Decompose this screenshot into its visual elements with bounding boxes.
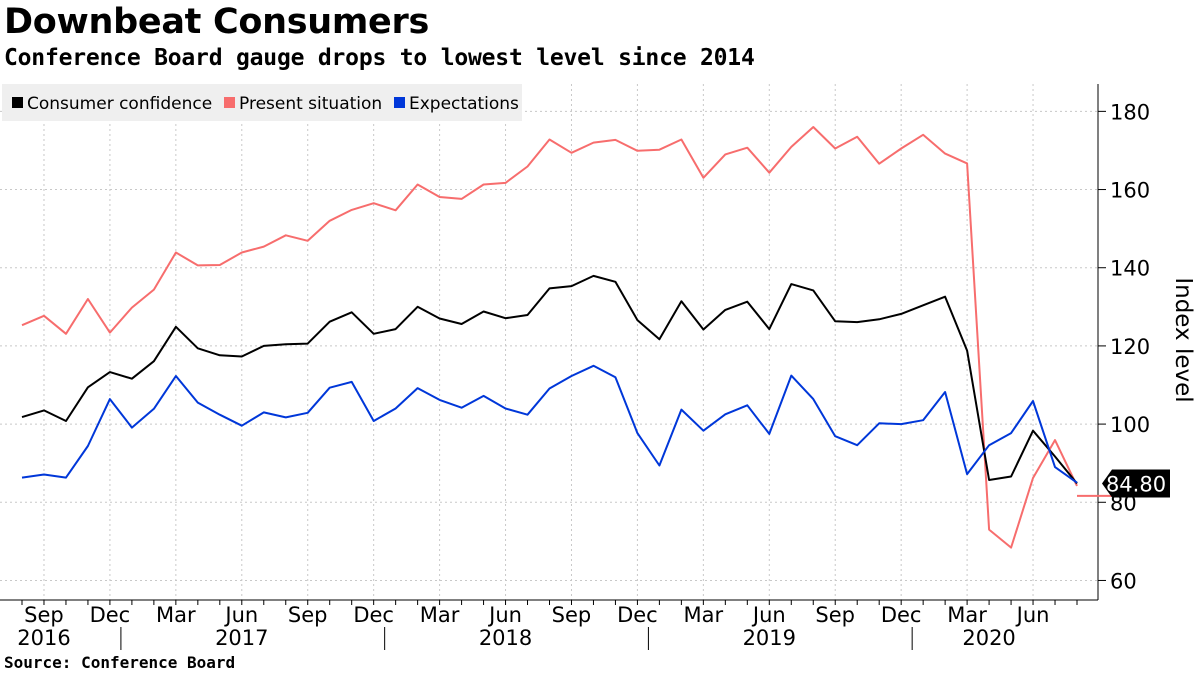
source-note: Source: Conference Board [4, 653, 236, 672]
x-tick-label: Sep [815, 603, 855, 627]
x-tick-label: Jun [223, 603, 258, 627]
x-tick-label: Sep [552, 603, 592, 627]
x-tick-label: Sep [24, 603, 64, 627]
x-tick-label: Mar [947, 603, 987, 627]
last-value-marker: 84.80 [1077, 469, 1170, 498]
x-tick-label: Mar [420, 603, 460, 627]
x-year-label: 2018 [479, 626, 532, 650]
x-tick-label: Dec [90, 603, 131, 627]
last-value-badge [1102, 469, 1170, 498]
y-tick-label: 120 [1110, 335, 1150, 359]
x-year-label: 2019 [743, 626, 796, 650]
x-axis: Sep Dec Mar Jun Sep Dec Mar Jun Sep Dec Mar Jun Sep D… [0, 599, 1098, 650]
legend-label-present-situation: Present situation [239, 94, 382, 114]
series-present-situation [21, 126, 1078, 549]
x-tick-label: Dec [881, 603, 922, 627]
y-tick-label: 60 [1110, 569, 1137, 593]
x-tick-label: Mar [156, 603, 196, 627]
y-axis-label: Index level [1170, 277, 1196, 402]
x-year-label: 2016 [17, 626, 70, 650]
last-value-label: 84.80 [1106, 473, 1166, 497]
x-year-label: 2020 [962, 626, 1015, 650]
series-expectations [21, 364, 1078, 484]
y-tick-label: 160 [1110, 179, 1150, 203]
legend: Consumer confidence Present situation Expe… [2, 84, 522, 121]
gridlines [0, 84, 1098, 600]
legend-swatch-present-situation [224, 97, 235, 108]
series-consumer-confidence [21, 274, 1078, 485]
chart-title: Downbeat Consumers [4, 2, 429, 42]
y-tick-label: 180 [1110, 100, 1150, 124]
series-lines [21, 126, 1078, 549]
x-tick-label: Sep [288, 603, 328, 627]
legend-label-consumer-confidence: Consumer confidence [27, 94, 212, 114]
x-tick-label: Jun [751, 603, 786, 627]
x-tick-label: Jun [1015, 603, 1050, 627]
legend-label-expectations: Expectations [409, 94, 519, 114]
x-tick-label: Mar [684, 603, 724, 627]
x-year-label: 2017 [215, 626, 268, 650]
legend-background [2, 84, 522, 121]
y-tick-label: 140 [1110, 257, 1150, 281]
legend-swatch-expectations [394, 97, 405, 108]
legend-swatch-consumer-confidence [12, 97, 23, 108]
x-tick-label: Dec [617, 603, 658, 627]
y-tick-label: 100 [1110, 413, 1150, 437]
x-tick-label: Jun [487, 603, 522, 627]
x-tick-label: Dec [353, 603, 394, 627]
chart-subtitle: Conference Board gauge drops to lowest l… [4, 45, 755, 71]
